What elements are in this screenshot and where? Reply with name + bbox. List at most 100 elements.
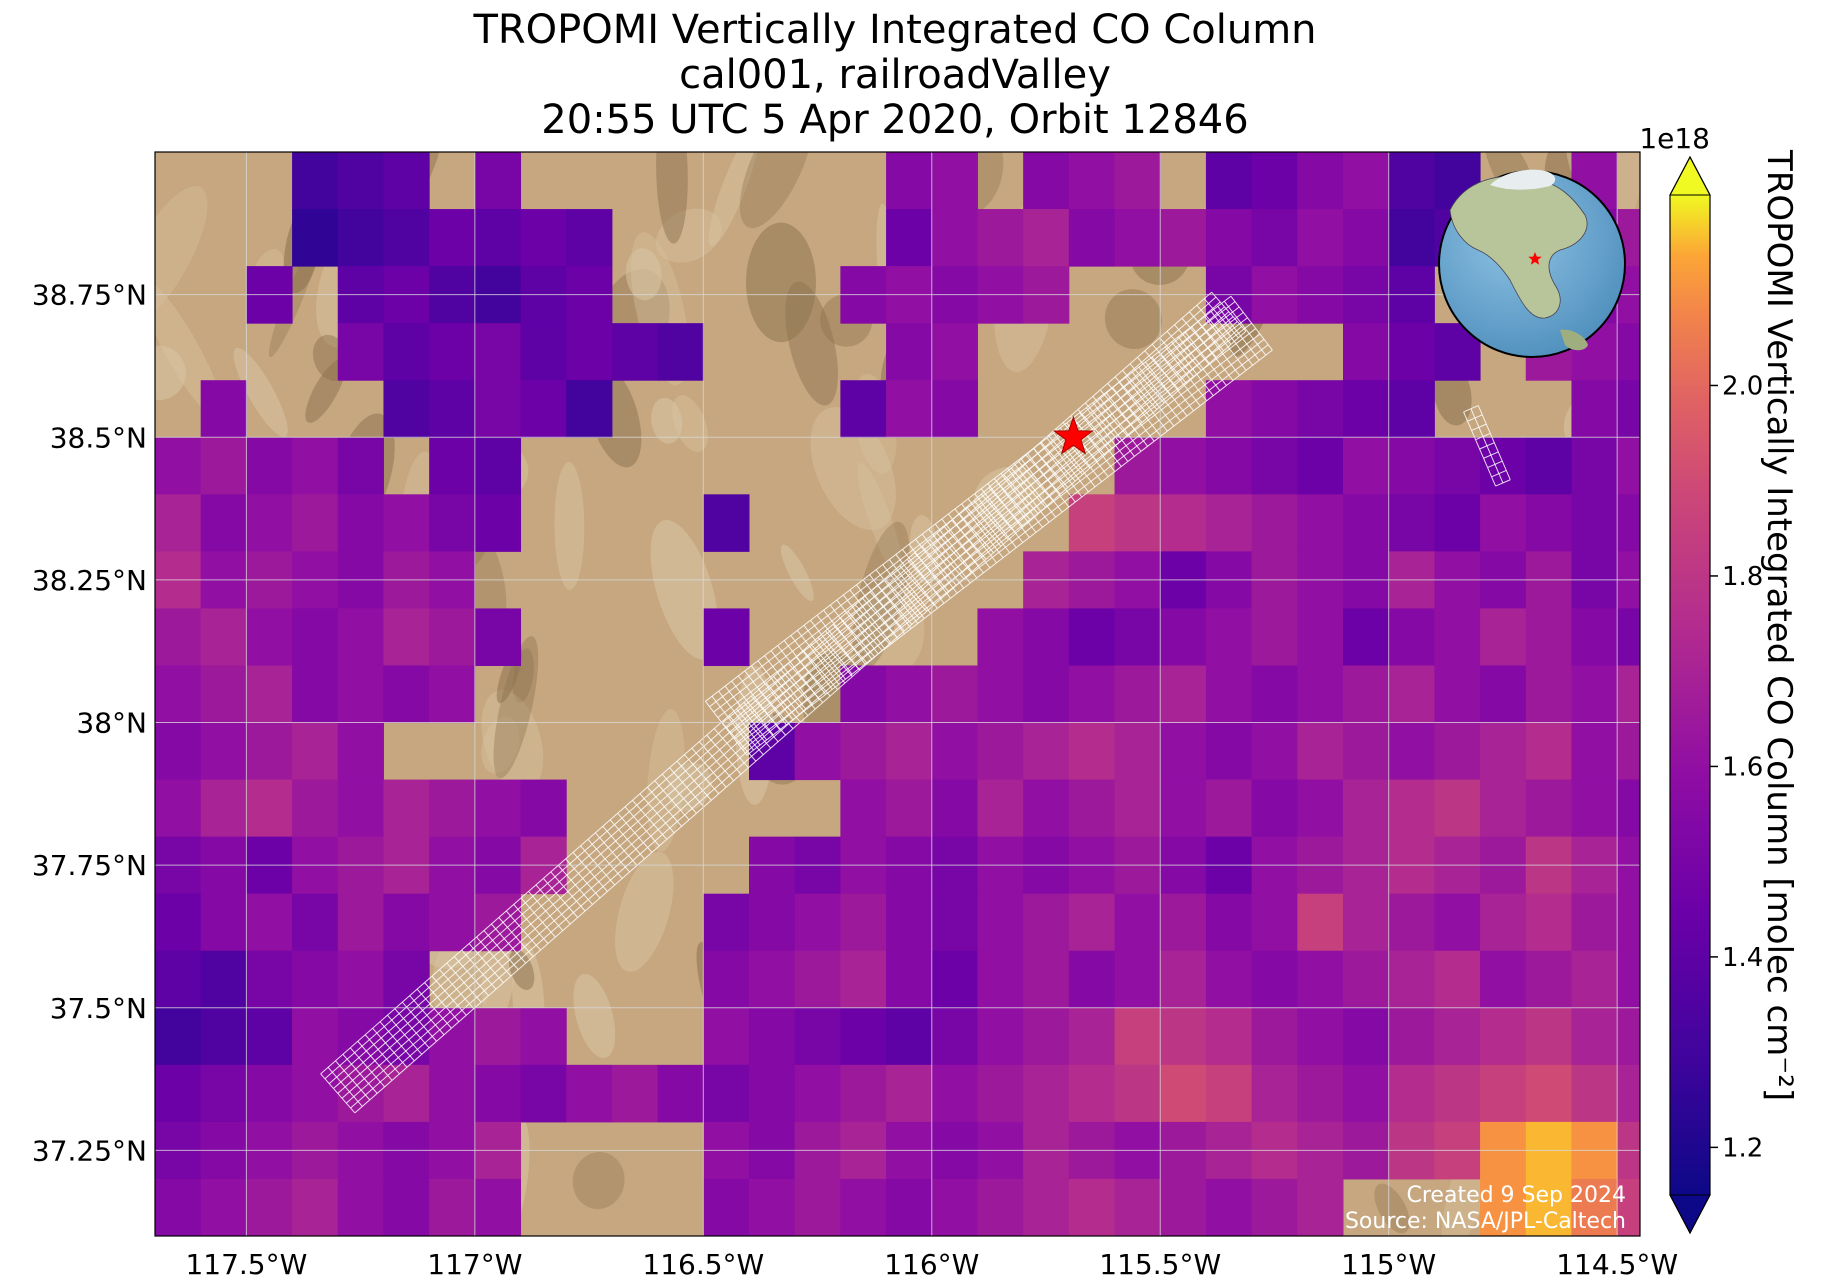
- co-cell: [1617, 722, 1640, 781]
- co-cell: [383, 1064, 430, 1123]
- co-cell: [1480, 608, 1527, 666]
- y-tick-label: 38.5°N: [50, 421, 147, 454]
- footprint-line: [746, 349, 1273, 756]
- co-cell: [1525, 437, 1572, 495]
- co-cell: [383, 494, 430, 552]
- co-cell: [246, 665, 293, 724]
- co-cell: [703, 1007, 750, 1066]
- co-cell: [292, 722, 339, 781]
- co-cell: [246, 608, 293, 666]
- co-cell: [474, 152, 522, 210]
- co-cell: [886, 380, 933, 438]
- co-cell: [292, 665, 339, 724]
- terrain-patch: [650, 519, 719, 660]
- co-cell: [1297, 380, 1344, 438]
- co-cell: [292, 152, 339, 210]
- co-cell: [1297, 722, 1344, 781]
- co-cell: [1480, 1007, 1527, 1066]
- co-cell: [1251, 152, 1298, 210]
- co-cell: [383, 608, 430, 666]
- co-cell: [246, 779, 293, 838]
- co-cell: [931, 152, 978, 210]
- co-cell: [520, 380, 567, 438]
- co-cell: [474, 779, 522, 838]
- terrain-patch: [810, 407, 896, 531]
- co-cell: [1617, 1064, 1640, 1123]
- co-cell: [292, 779, 339, 838]
- footprint-line: [324, 296, 1217, 1080]
- footprint-line: [713, 306, 1240, 713]
- footprint-grid: [1463, 405, 1511, 487]
- terrain-patch: [268, 236, 321, 358]
- co-cell: [657, 1064, 704, 1123]
- co-cell: [1388, 722, 1435, 781]
- co-cell: [1068, 950, 1116, 1009]
- footprint-line: [705, 295, 1232, 702]
- co-cell: [1525, 893, 1572, 952]
- co-cell: [931, 1178, 978, 1236]
- co-cell: [200, 950, 247, 1009]
- co-cell: [337, 665, 384, 724]
- co-cell: [1251, 722, 1298, 781]
- co-cell: [977, 950, 1024, 1009]
- terrain-patch: [655, 208, 722, 263]
- co-cell: [1525, 608, 1572, 666]
- globe-arctic-ice: [1490, 169, 1556, 190]
- co-cell: [383, 323, 430, 381]
- co-cell: [886, 950, 933, 1009]
- co-cell: [1525, 494, 1572, 552]
- footprint-line: [734, 333, 1261, 740]
- co-cell: [1297, 152, 1344, 210]
- colorbar-tick-label: 1.2: [1722, 1133, 1763, 1163]
- co-cell: [155, 1178, 202, 1236]
- co-cell: [1251, 1178, 1298, 1236]
- terrain-patch: [573, 973, 616, 1059]
- chart-title-line-3: 20:55 UTC 5 Apr 2020, Orbit 12846: [541, 97, 1249, 143]
- colorbar-tick-label: 1.6: [1722, 752, 1763, 782]
- co-cell: [1114, 152, 1161, 210]
- colorbar-exponent: 1e18: [1639, 122, 1710, 155]
- x-tick-label: 117°W: [427, 1248, 522, 1281]
- co-cell: [840, 665, 887, 724]
- co-cell: [1251, 1007, 1298, 1066]
- co-cell: [1114, 779, 1161, 838]
- co-cell: [931, 209, 978, 267]
- co-cell: [840, 380, 887, 438]
- co-cell: [246, 722, 293, 781]
- footprint-line: [742, 344, 1269, 751]
- co-cell: [1160, 1007, 1207, 1066]
- co-cell: [1388, 380, 1435, 438]
- co-cell: [1114, 1064, 1161, 1123]
- co-cell: [474, 1178, 522, 1236]
- footprint-line: [738, 338, 1265, 745]
- co-cell: [749, 893, 796, 952]
- co-cell: [1617, 893, 1640, 952]
- co-cell: [749, 950, 796, 1009]
- co-cell: [1251, 1064, 1298, 1123]
- co-cell: [749, 1064, 796, 1123]
- co-cell: [1571, 950, 1618, 1009]
- co-cell: [1205, 608, 1253, 666]
- co-cell: [246, 494, 293, 552]
- co-cell: [1343, 152, 1390, 210]
- co-cell: [155, 779, 202, 838]
- co-cell: [1343, 1064, 1390, 1123]
- co-cell: [520, 1064, 567, 1123]
- footprint-line: [1463, 405, 1479, 413]
- co-cell: [1343, 437, 1390, 495]
- footprint-grid: [704, 295, 1273, 756]
- co-cell: [1297, 779, 1344, 838]
- co-cell: [1160, 950, 1207, 1009]
- co-cell: [520, 1007, 567, 1066]
- colorbar: 1.2 1.4 1.6 1.8 2.0 1e18 TROPOMI Vertically …: [1639, 122, 1799, 1235]
- terrain-patch: [615, 851, 674, 972]
- footprint-line: [1477, 405, 1511, 480]
- co-cell: [520, 209, 567, 267]
- terrain-patch: [852, 521, 910, 671]
- co-cell: [931, 1007, 978, 1066]
- co-cell: [1617, 437, 1640, 495]
- co-cell: [1114, 665, 1161, 724]
- co-cell: [1571, 1007, 1618, 1066]
- terrain-patch: [651, 397, 683, 444]
- co-cell: [886, 665, 933, 724]
